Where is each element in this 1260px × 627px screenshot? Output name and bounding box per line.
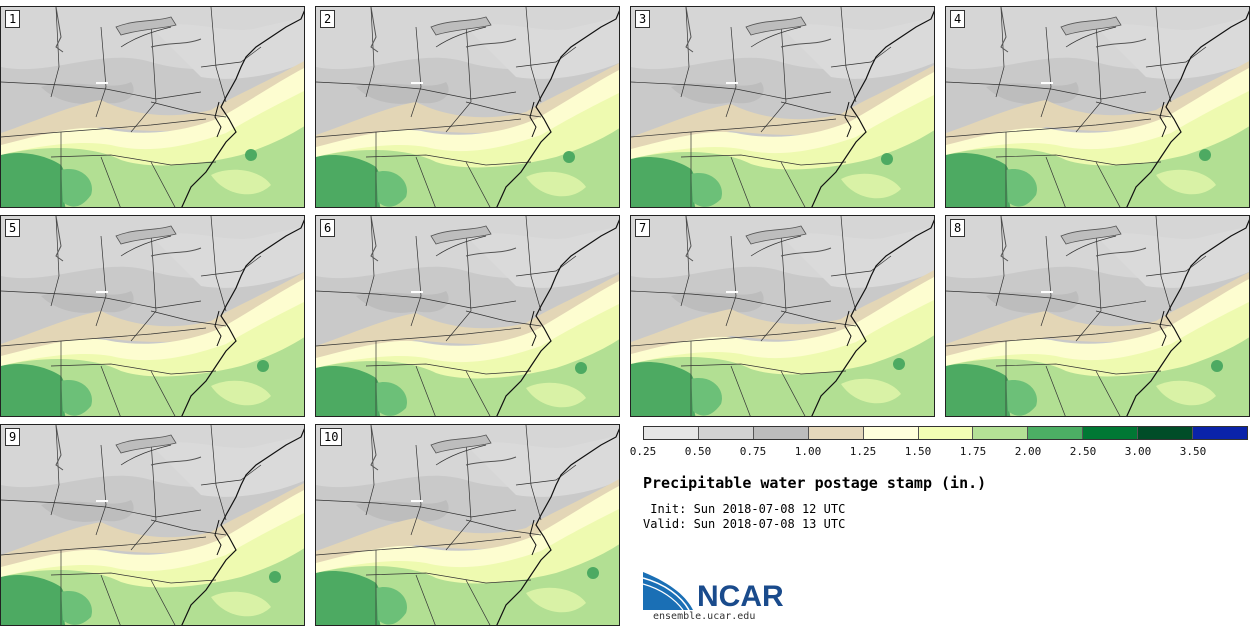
colorbar-segment xyxy=(753,427,809,439)
colorbar-tick-label: 3.00 xyxy=(1124,445,1152,458)
member-panel: 4 xyxy=(945,6,1250,208)
logo-text: NCAR xyxy=(697,580,784,613)
precip-water-map xyxy=(631,216,934,416)
member-number: 10 xyxy=(320,428,343,446)
member-panel: 7 xyxy=(630,215,935,417)
member-panel: 6 xyxy=(315,215,620,417)
member-number: 3 xyxy=(635,10,651,28)
member-panel: 2 xyxy=(315,6,620,208)
chart-title: Precipitable water postage stamp (in.) xyxy=(643,474,987,492)
member-panel: 9 xyxy=(0,424,305,626)
member-number: 4 xyxy=(950,10,966,28)
colorbar-segment xyxy=(1028,427,1084,439)
colorbar xyxy=(643,426,1248,440)
precip-water-map xyxy=(946,7,1249,207)
precip-water-map xyxy=(316,425,619,625)
member-number: 5 xyxy=(5,219,21,237)
logo-url: ensemble.ucar.edu xyxy=(653,611,756,622)
member-number: 1 xyxy=(5,10,21,28)
colorbar-segment xyxy=(808,427,864,439)
colorbar-segment xyxy=(698,427,754,439)
ncar-logo-icon xyxy=(643,572,693,611)
precip-water-map xyxy=(1,7,304,207)
member-number: 2 xyxy=(320,10,336,28)
colorbar-tick-label: 1.25 xyxy=(849,445,877,458)
precip-water-map xyxy=(631,7,934,207)
member-panel: 5 xyxy=(0,215,305,417)
colorbar-tick-label: 2.50 xyxy=(1069,445,1097,458)
precip-water-map xyxy=(316,216,619,416)
colorbar-segment xyxy=(644,427,699,439)
colorbar-tick-label: 1.00 xyxy=(794,445,822,458)
member-number: 7 xyxy=(635,219,651,237)
colorbar-segment xyxy=(1138,427,1194,439)
colorbar-tick-label: 0.50 xyxy=(684,445,712,458)
valid-time: Valid: Sun 2018-07-08 13 UTC xyxy=(643,517,846,531)
colorbar-tick-label: 0.75 xyxy=(739,445,767,458)
colorbar-tick-label: 0.25 xyxy=(629,445,657,458)
colorbar-segment xyxy=(918,427,974,439)
time-info: Init: Sun 2018-07-08 12 UTC Valid: Sun 2… xyxy=(643,502,845,532)
colorbar-tick-label: 3.50 xyxy=(1179,445,1207,458)
precip-water-map xyxy=(316,7,619,207)
colorbar-tick-label: 2.00 xyxy=(1014,445,1042,458)
init-time: Init: Sun 2018-07-08 12 UTC xyxy=(643,502,846,516)
precip-water-map xyxy=(1,216,304,416)
member-number: 8 xyxy=(950,219,966,237)
member-panel: 3 xyxy=(630,6,935,208)
member-number: 6 xyxy=(320,219,336,237)
colorbar-segment xyxy=(973,427,1029,439)
colorbar-segment xyxy=(863,427,919,439)
colorbar-tick-label: 1.75 xyxy=(959,445,987,458)
precip-water-map xyxy=(1,425,304,625)
member-panel: 8 xyxy=(945,215,1250,417)
member-panel: 1 xyxy=(0,6,305,208)
colorbar-segment xyxy=(1193,427,1247,439)
member-panel: 10 xyxy=(315,424,620,626)
member-number: 9 xyxy=(5,428,21,446)
precip-water-map xyxy=(946,216,1249,416)
colorbar-tick-label: 1.50 xyxy=(904,445,932,458)
colorbar-segment xyxy=(1083,427,1139,439)
